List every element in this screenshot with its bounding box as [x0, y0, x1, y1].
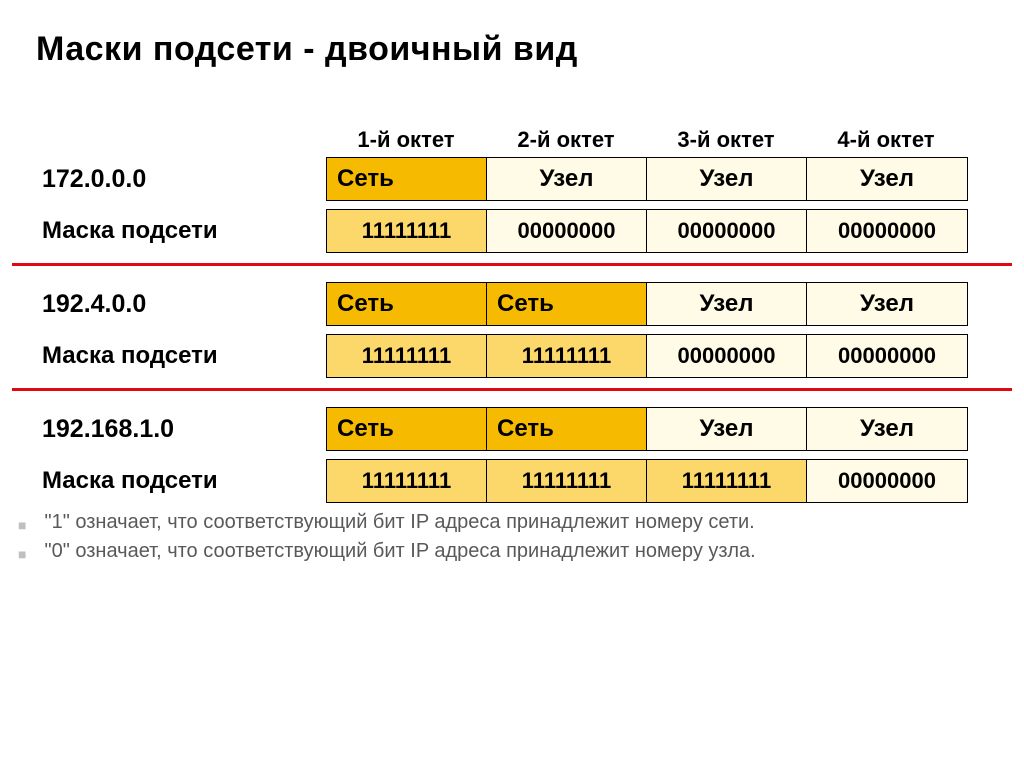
header-octet-1: 1-й октет — [326, 127, 486, 153]
mask-zeros-cell: 00000000 — [807, 210, 967, 252]
octet-headers: 1-й октет 2-й октет 3-й октет 4-й октет — [326, 127, 1012, 153]
mask-row: Маска подсети111111111111111100000000000… — [12, 334, 1012, 378]
red-divider — [12, 388, 1012, 391]
subnet-section: 192.168.1.0СетьСетьУзелУзелМаска подсети… — [12, 407, 1012, 503]
host-cell: Узел — [487, 158, 647, 200]
mask-ones-cell: 11111111 — [487, 460, 647, 502]
mask-cells: 11111111000000000000000000000000 — [326, 209, 968, 253]
note-text: "0" означает, что соответствующий бит IP… — [44, 540, 755, 563]
header-octet-4: 4-й октет — [806, 127, 966, 153]
mask-zeros-cell: 00000000 — [807, 460, 967, 502]
notes: ■ "1" означает, что соответствующий бит … — [12, 511, 1012, 563]
bullet-icon: ■ — [18, 546, 26, 562]
ip-row: 192.4.0.0СетьСетьУзелУзел — [12, 282, 1012, 326]
ip-row: 172.0.0.0СетьУзелУзелУзел — [12, 157, 1012, 201]
mask-cells: 11111111111111110000000000000000 — [326, 334, 968, 378]
host-cell: Узел — [647, 408, 807, 450]
mask-zeros-cell: 00000000 — [487, 210, 647, 252]
mask-zeros-cell: 00000000 — [647, 335, 807, 377]
mask-row: Маска подсети111111111111111111111111000… — [12, 459, 1012, 503]
network-cell: Сеть — [327, 158, 487, 200]
mask-zeros-cell: 00000000 — [647, 210, 807, 252]
note-item: ■ "0" означает, что соответствующий бит … — [18, 540, 1012, 563]
octet-cells: СетьУзелУзелУзел — [326, 157, 968, 201]
network-cell: Сеть — [327, 283, 487, 325]
host-cell: Узел — [807, 408, 967, 450]
slide-title: Маски подсети - двоичный вид — [36, 30, 1012, 69]
subnet-section: 192.4.0.0СетьСетьУзелУзелМаска подсети11… — [12, 282, 1012, 378]
mask-row: Маска подсети111111110000000000000000000… — [12, 209, 1012, 253]
header-octet-2: 2-й октет — [486, 127, 646, 153]
mask-ones-cell: 11111111 — [327, 335, 487, 377]
mask-ones-cell: 11111111 — [327, 210, 487, 252]
ip-address-label: 192.168.1.0 — [12, 415, 326, 444]
note-item: ■ "1" означает, что соответствующий бит … — [18, 511, 1012, 534]
network-cell: Сеть — [487, 283, 647, 325]
host-cell: Узел — [807, 283, 967, 325]
host-cell: Узел — [647, 283, 807, 325]
mask-ones-cell: 11111111 — [327, 460, 487, 502]
note-text: "1" означает, что соответствующий бит IP… — [44, 511, 754, 534]
ip-address-label: 172.0.0.0 — [12, 165, 326, 194]
mask-zeros-cell: 00000000 — [807, 335, 967, 377]
mask-ones-cell: 11111111 — [487, 335, 647, 377]
mask-label: Маска подсети — [12, 217, 326, 245]
octet-cells: СетьСетьУзелУзел — [326, 407, 968, 451]
host-cell: Узел — [807, 158, 967, 200]
subnet-section: 172.0.0.0СетьУзелУзелУзелМаска подсети11… — [12, 157, 1012, 253]
mask-ones-cell: 11111111 — [647, 460, 807, 502]
bullet-icon: ■ — [18, 517, 26, 533]
red-divider — [12, 263, 1012, 266]
ip-row: 192.168.1.0СетьСетьУзелУзел — [12, 407, 1012, 451]
ip-address-label: 192.4.0.0 — [12, 290, 326, 319]
host-cell: Узел — [647, 158, 807, 200]
network-cell: Сеть — [327, 408, 487, 450]
mask-label: Маска подсети — [12, 342, 326, 370]
header-octet-3: 3-й октет — [646, 127, 806, 153]
octet-cells: СетьСетьУзелУзел — [326, 282, 968, 326]
mask-cells: 11111111111111111111111100000000 — [326, 459, 968, 503]
mask-label: Маска подсети — [12, 467, 326, 495]
network-cell: Сеть — [487, 408, 647, 450]
